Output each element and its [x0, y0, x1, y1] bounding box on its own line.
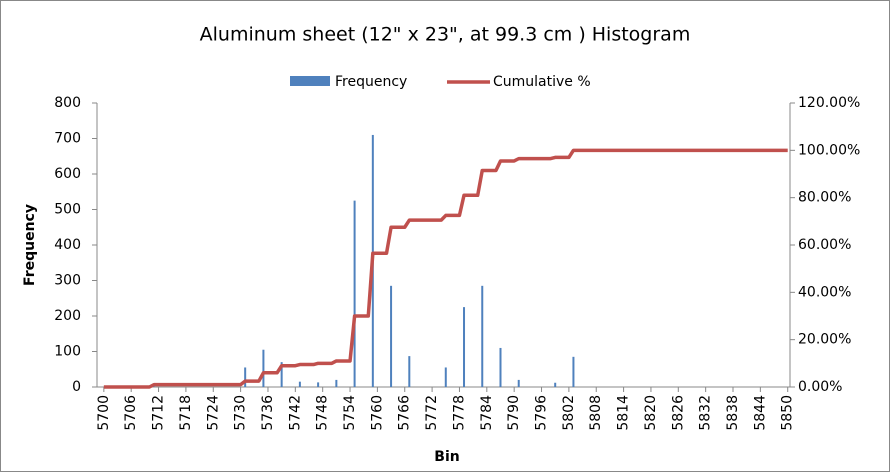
x-tick-label: 5802	[561, 395, 577, 431]
bar	[244, 367, 247, 387]
bar	[481, 285, 484, 387]
x-tick-label: 5700	[96, 395, 112, 431]
bar	[408, 356, 411, 387]
x-tick-label: 5712	[151, 395, 167, 431]
bar	[554, 382, 557, 387]
x-tick-label: 5778	[451, 395, 467, 431]
bar	[499, 347, 502, 387]
x-tick-label: 5760	[369, 395, 385, 431]
y-tick-label: 400	[54, 237, 81, 253]
cumulative-line	[103, 148, 788, 389]
x-tick-label: 5814	[616, 395, 632, 431]
x-tick-label: 5748	[315, 395, 331, 431]
x-tick-label: 5730	[233, 395, 249, 431]
x-tick-label: 5844	[752, 395, 768, 431]
bar	[390, 285, 393, 387]
x-tick-label: 5850	[780, 395, 796, 431]
bar	[463, 307, 466, 387]
x-tick-label: 5820	[643, 395, 659, 431]
y2-tick-label: 0.00%	[798, 379, 842, 395]
x-tick-label: 5724	[205, 395, 221, 431]
x-tick-label: 5796	[534, 395, 550, 431]
x-tick-label: 5766	[397, 395, 413, 431]
x-tick-label: 5718	[178, 395, 194, 431]
bar	[335, 379, 338, 387]
x-tick-label: 5808	[588, 395, 604, 431]
y-tick-label: 0	[72, 379, 81, 395]
y2-tick-label: 60.00%	[798, 237, 851, 253]
bar	[517, 379, 520, 387]
x-tick-label: 5742	[287, 395, 303, 431]
y2-tick-label: 120.00%	[798, 95, 860, 111]
x-tick-label: 5706	[123, 395, 139, 431]
x-tick-label: 5838	[725, 395, 741, 431]
x-tick-label: 5736	[260, 395, 276, 431]
y2-tick-label: 80.00%	[798, 190, 851, 206]
x-tick-label: 5772	[424, 395, 440, 431]
x-axis-label: Bin	[434, 449, 459, 465]
y2-tick-label: 100.00%	[798, 142, 860, 158]
bar	[572, 356, 575, 387]
y-tick-label: 300	[54, 273, 81, 289]
y-tick-label: 200	[54, 308, 81, 324]
y-tick-label: 500	[54, 202, 81, 218]
x-tick-label: 5754	[342, 395, 358, 431]
bar	[353, 200, 356, 387]
x-tick-label: 5784	[479, 395, 495, 431]
legend-label: Cumulative %	[493, 74, 591, 90]
x-tick-label: 5826	[670, 395, 686, 431]
y2-tick-label: 40.00%	[798, 284, 851, 300]
y-tick-label: 700	[54, 131, 81, 147]
bar	[444, 367, 447, 387]
bar	[152, 386, 155, 387]
y-tick-label: 800	[54, 95, 81, 111]
y-tick-label: 100	[54, 344, 81, 360]
legend-swatch	[290, 76, 330, 86]
y2-tick-label: 20.00%	[798, 332, 851, 348]
y-tick-label: 600	[54, 166, 81, 182]
y-axis-label: Frequency	[22, 204, 38, 286]
x-tick-label: 5790	[506, 395, 522, 431]
bar	[317, 382, 320, 387]
chart-title: Aluminum sheet (12" x 23", at 99.3 cm ) …	[200, 24, 691, 46]
legend-label: Frequency	[335, 74, 407, 90]
bar	[298, 381, 301, 387]
x-tick-label: 5832	[698, 395, 714, 431]
bar	[262, 349, 265, 387]
bar	[280, 362, 283, 387]
